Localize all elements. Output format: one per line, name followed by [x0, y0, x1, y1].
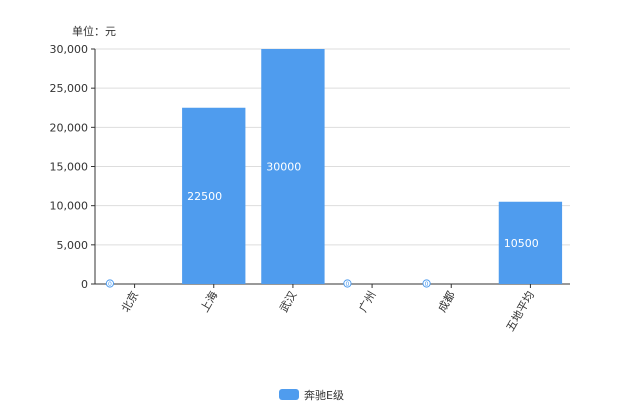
bar-5[interactable] [498, 201, 563, 284]
y-axis-ticks: 0 5,000 10,000 15,000 20,000 25,000 30,000 [50, 43, 570, 291]
y-tick-label: 10,000 [50, 200, 89, 213]
x-axis-ticks: 北京 上海 武汉 广州 成都 五地平均 [118, 284, 537, 334]
legend[interactable]: 奔驰E级 [279, 388, 344, 402]
x-tick-label: 广州 [356, 289, 378, 315]
bar-value-label: 0 [425, 281, 429, 288]
x-tick-label: 上海 [197, 289, 220, 315]
zero-marker [105, 279, 115, 288]
bar-value-label: 22500 [187, 190, 222, 203]
y-tick-label: 5,000 [57, 239, 89, 252]
bar-2[interactable] [261, 49, 325, 284]
y-tick-label: 25,000 [50, 82, 89, 95]
legend-label[interactable]: 奔驰E级 [304, 388, 344, 402]
bars: 0 22500 30000 0 0 10500 [105, 49, 563, 288]
y-tick-label: 20,000 [50, 121, 89, 134]
zero-marker [422, 279, 431, 288]
bar-value-label: 0 [346, 281, 350, 288]
x-tick-label: 成都 [436, 289, 458, 315]
x-tick-label: 武汉 [277, 289, 299, 315]
bar-value-label: 10500 [504, 237, 539, 250]
unit-label: 单位：元 [72, 24, 116, 38]
x-tick-label: 北京 [118, 289, 141, 315]
zero-marker [343, 279, 352, 288]
bar-1[interactable] [182, 107, 246, 284]
y-tick-label: 15,000 [50, 161, 89, 174]
bar-value-label: 0 [108, 281, 112, 288]
legend-swatch[interactable] [279, 389, 299, 400]
y-tick-label: 30,000 [50, 43, 89, 56]
grid-lines [95, 48, 570, 246]
x-tick-label: 五地平均 [504, 289, 537, 334]
y-tick-label: 0 [81, 278, 88, 291]
bar-value-label: 30000 [266, 161, 301, 174]
